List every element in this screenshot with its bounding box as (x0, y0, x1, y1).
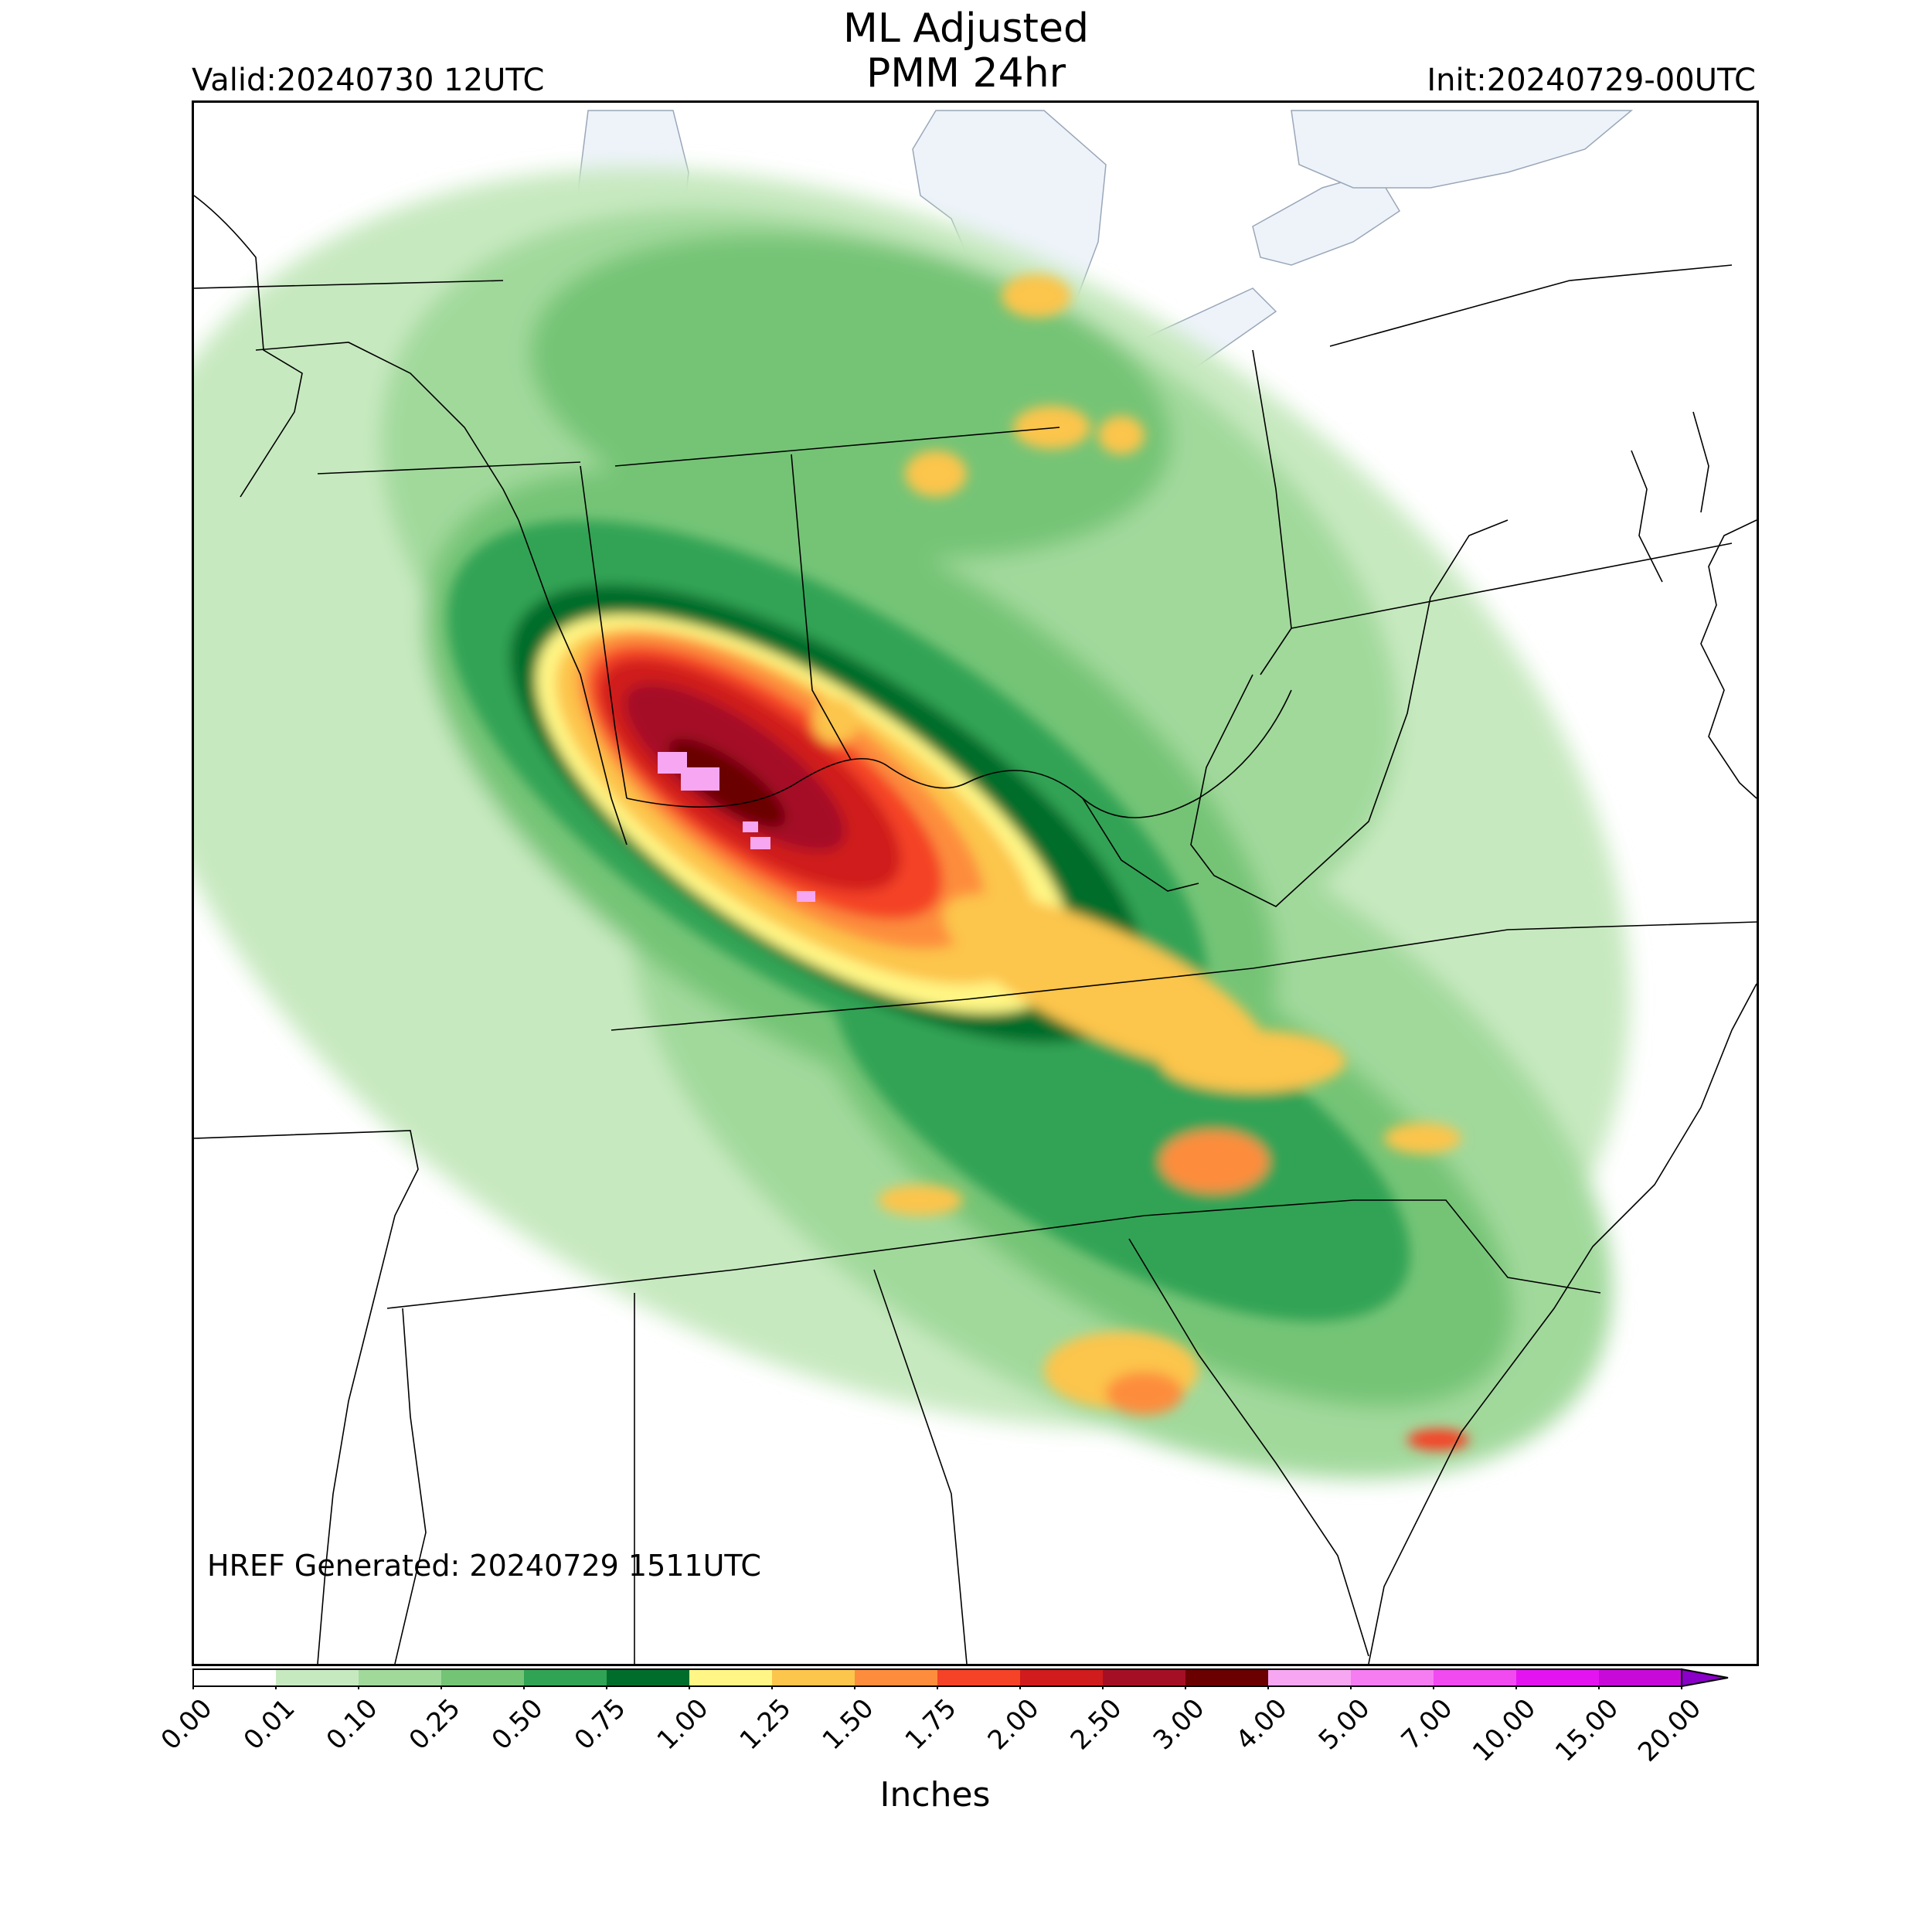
highest-totals (658, 752, 815, 902)
tn-south-border (386, 1215, 1145, 1309)
colorbar-tick-labels: 0.00 0.01 0.10 0.25 0.50 0.75 1.00 1.25 1.50 1.75… (0, 1692, 1932, 1777)
colorbar-segment (524, 1669, 607, 1686)
il-mo-river (518, 519, 628, 845)
colorbar-tick-label: 0.10 (320, 1692, 384, 1757)
precipitation-map (192, 100, 1759, 1666)
oh-pa-border (1252, 349, 1292, 675)
ky-wv-border (1082, 798, 1199, 892)
va-nc-border (1252, 921, 1757, 969)
colorbar-segment (937, 1669, 1020, 1686)
colorbar-segment (1516, 1669, 1599, 1686)
colorbar-tick-label: 0.01 (237, 1692, 301, 1757)
state-borders (194, 195, 1757, 1664)
colorbar-segment (607, 1669, 689, 1686)
colorbar-tick-label: 4.00 (1230, 1692, 1294, 1757)
il-in-border (580, 465, 628, 799)
lake-superior-edge (1291, 110, 1634, 189)
colorbar-segment (772, 1669, 855, 1686)
colorbar-segment (276, 1669, 359, 1686)
wv-va-border (1190, 519, 1509, 907)
colorbar-tick-label: 0.25 (403, 1692, 467, 1757)
map-title-line2: PMM 24hr (866, 50, 1066, 97)
colorbar-tick-label: 15.00 (1549, 1692, 1625, 1768)
ohio-river (626, 689, 1292, 818)
colorbar (192, 1668, 1729, 1689)
colorbar-tick-label: 1.75 (899, 1692, 963, 1757)
colorbar-tick-label: 10.00 (1467, 1692, 1543, 1768)
map-title-line1: ML Adjusted (843, 5, 1089, 52)
al-ga-border (873, 1269, 968, 1664)
colorbar-tick-label: 1.25 (733, 1692, 798, 1757)
colorbar-tick-label: 5.00 (1312, 1692, 1376, 1757)
colorbar-segment (1599, 1669, 1682, 1686)
colorbar-segment (1268, 1669, 1351, 1686)
colorbar-tick-label: 2.00 (981, 1692, 1046, 1757)
mi-in-oh-border (614, 427, 1060, 467)
nc-sc-border (1144, 1199, 1601, 1294)
colorbar-segment (441, 1669, 524, 1686)
lake-ontario (1252, 172, 1401, 266)
atlantic-coastline (1368, 411, 1757, 1664)
colorbar-segment (855, 1669, 937, 1686)
ky-tn-border (611, 968, 1253, 1031)
wi-il-border (317, 461, 581, 474)
href-generated-label: HREF Generated: 20240729 1511UTC (207, 1549, 761, 1583)
in-oh-border (791, 454, 852, 760)
colorbar-segment (689, 1669, 772, 1686)
pa-ny-border (1329, 264, 1733, 347)
mn-ia-border (194, 280, 504, 289)
colorbar-tick-label: 7.00 (1395, 1692, 1459, 1757)
valid-time-label: Valid:20240730 12UTC (192, 63, 545, 98)
ms-tn-border (394, 1308, 427, 1664)
colorbar-tick-label: 2.50 (1064, 1692, 1128, 1757)
ga-sc-river (1128, 1238, 1369, 1657)
colorbar-segment (1103, 1669, 1185, 1686)
colorbar-segment (193, 1669, 276, 1686)
colorbar-tick-label: 1.50 (816, 1692, 880, 1757)
colorbar-segment (1185, 1669, 1268, 1686)
colorbar-tick-label: 0.00 (155, 1692, 219, 1757)
colorbar-label: Inches (879, 1775, 991, 1815)
pa-md-border (1291, 543, 1733, 629)
colorbar-tick-label: 0.50 (485, 1692, 549, 1757)
map-canvas (194, 110, 1757, 1664)
colorbar-segment (1351, 1669, 1434, 1686)
mo-ar-border (194, 1130, 419, 1664)
colorbar-tick-label: 3.00 (1147, 1692, 1211, 1757)
colorbar-tick-label: 20.00 (1632, 1692, 1708, 1768)
colorbar-segment (1020, 1669, 1103, 1686)
colorbar-segment (359, 1669, 441, 1686)
colorbar-extend-arrow (1681, 1668, 1729, 1688)
precipitation-field (194, 168, 1630, 1479)
wi-mn-border (194, 195, 303, 498)
ia-il-river (255, 342, 519, 521)
init-time-label: Init:20240729-00UTC (1427, 63, 1756, 98)
colorbar-tick-label: 0.75 (568, 1692, 632, 1757)
colorbar-segment (1434, 1669, 1516, 1686)
colorbar-tick-label: 1.00 (651, 1692, 715, 1757)
